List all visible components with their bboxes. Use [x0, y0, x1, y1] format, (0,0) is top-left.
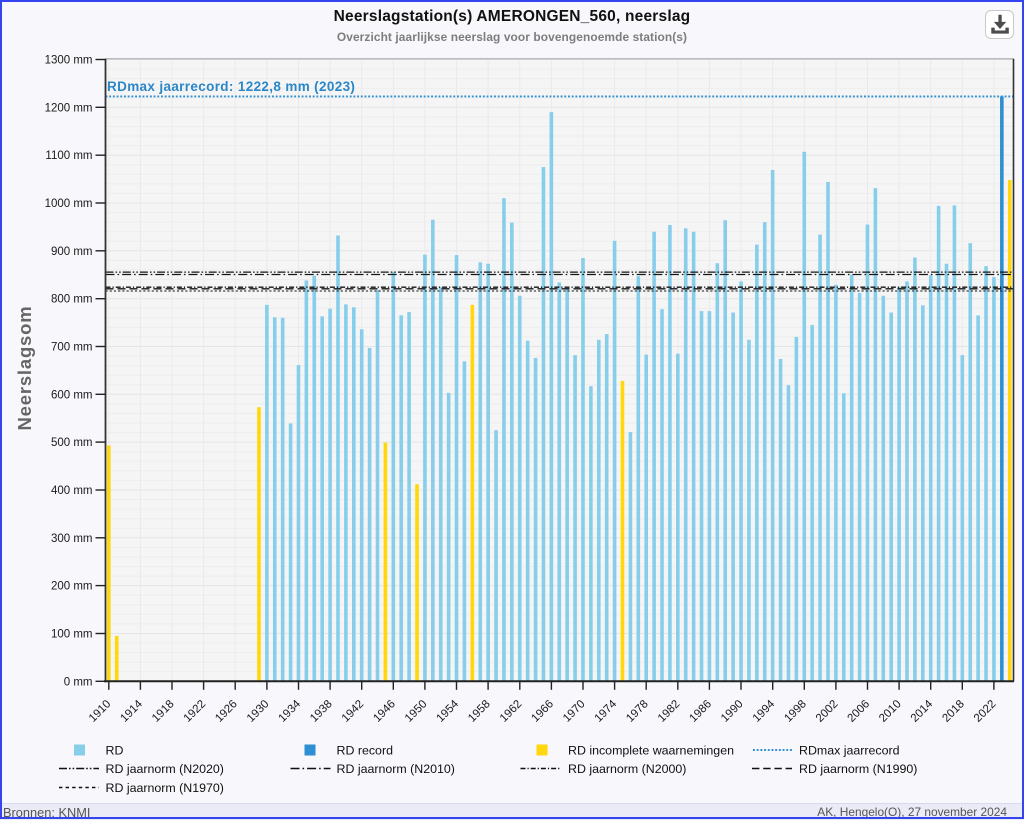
svg-text:1942: 1942 [340, 698, 367, 725]
svg-text:700 mm: 700 mm [51, 342, 93, 354]
svg-text:1990: 1990 [719, 698, 746, 725]
svg-text:RD jaarnorm (N2000): RD jaarnorm (N2000) [568, 762, 686, 776]
svg-text:RD jaarnorm (N1970): RD jaarnorm (N1970) [106, 781, 224, 795]
svg-text:100 mm: 100 mm [51, 629, 93, 641]
svg-text:300 mm: 300 mm [51, 533, 93, 545]
svg-text:RDmax jaarrecord: RDmax jaarrecord [799, 743, 900, 757]
svg-text:RD incomplete waarnemingen: RD incomplete waarnemingen [568, 743, 734, 757]
svg-text:1950: 1950 [403, 698, 430, 725]
svg-text:1918: 1918 [150, 698, 177, 725]
svg-text:1926: 1926 [213, 698, 240, 725]
svg-text:1986: 1986 [687, 698, 714, 725]
svg-text:Neerslagsom: Neerslagsom [14, 306, 35, 431]
svg-text:2018: 2018 [940, 698, 967, 725]
svg-text:0 mm: 0 mm [64, 676, 93, 688]
svg-text:1922: 1922 [182, 698, 209, 725]
svg-text:RD jaarnorm (N2020): RD jaarnorm (N2020) [106, 762, 224, 776]
svg-text:RDmax jaarrecord: 1222,8 mm (2: RDmax jaarrecord: 1222,8 mm (2023) [107, 79, 355, 94]
svg-text:2006: 2006 [846, 698, 873, 725]
svg-text:1974: 1974 [593, 698, 620, 725]
svg-text:1978: 1978 [624, 698, 651, 725]
svg-text:1934: 1934 [277, 698, 304, 725]
svg-text:200 mm: 200 mm [51, 581, 93, 593]
svg-text:1914: 1914 [118, 698, 145, 725]
svg-text:1100 mm: 1100 mm [45, 150, 92, 162]
svg-text:600 mm: 600 mm [51, 389, 93, 401]
svg-text:800 mm: 800 mm [51, 294, 93, 306]
svg-text:500 mm: 500 mm [51, 437, 93, 449]
svg-text:2002: 2002 [814, 698, 841, 725]
svg-text:1962: 1962 [498, 698, 525, 725]
svg-text:1910: 1910 [87, 698, 114, 725]
svg-text:RD record: RD record [337, 743, 394, 757]
svg-text:RD: RD [106, 743, 124, 757]
svg-text:1998: 1998 [782, 698, 809, 725]
svg-text:400 mm: 400 mm [51, 485, 93, 497]
svg-text:1200 mm: 1200 mm [45, 102, 93, 114]
svg-text:1000 mm: 1000 mm [45, 198, 93, 210]
svg-text:1938: 1938 [308, 698, 335, 725]
svg-text:900 mm: 900 mm [51, 246, 93, 258]
svg-text:1966: 1966 [529, 698, 556, 725]
svg-text:1982: 1982 [656, 698, 683, 725]
svg-text:2022: 2022 [972, 698, 999, 725]
svg-text:1970: 1970 [561, 698, 588, 725]
svg-text:RD jaarnorm (N1990): RD jaarnorm (N1990) [799, 762, 917, 776]
svg-text:1994: 1994 [751, 698, 778, 725]
svg-text:1958: 1958 [466, 698, 493, 725]
svg-text:1946: 1946 [371, 698, 398, 725]
svg-text:2010: 2010 [877, 698, 904, 725]
svg-text:RD jaarnorm (N2010): RD jaarnorm (N2010) [337, 762, 455, 776]
svg-text:2014: 2014 [909, 698, 936, 725]
svg-text:1300 mm: 1300 mm [45, 55, 93, 67]
svg-text:1930: 1930 [245, 698, 272, 725]
svg-text:1954: 1954 [435, 698, 462, 725]
